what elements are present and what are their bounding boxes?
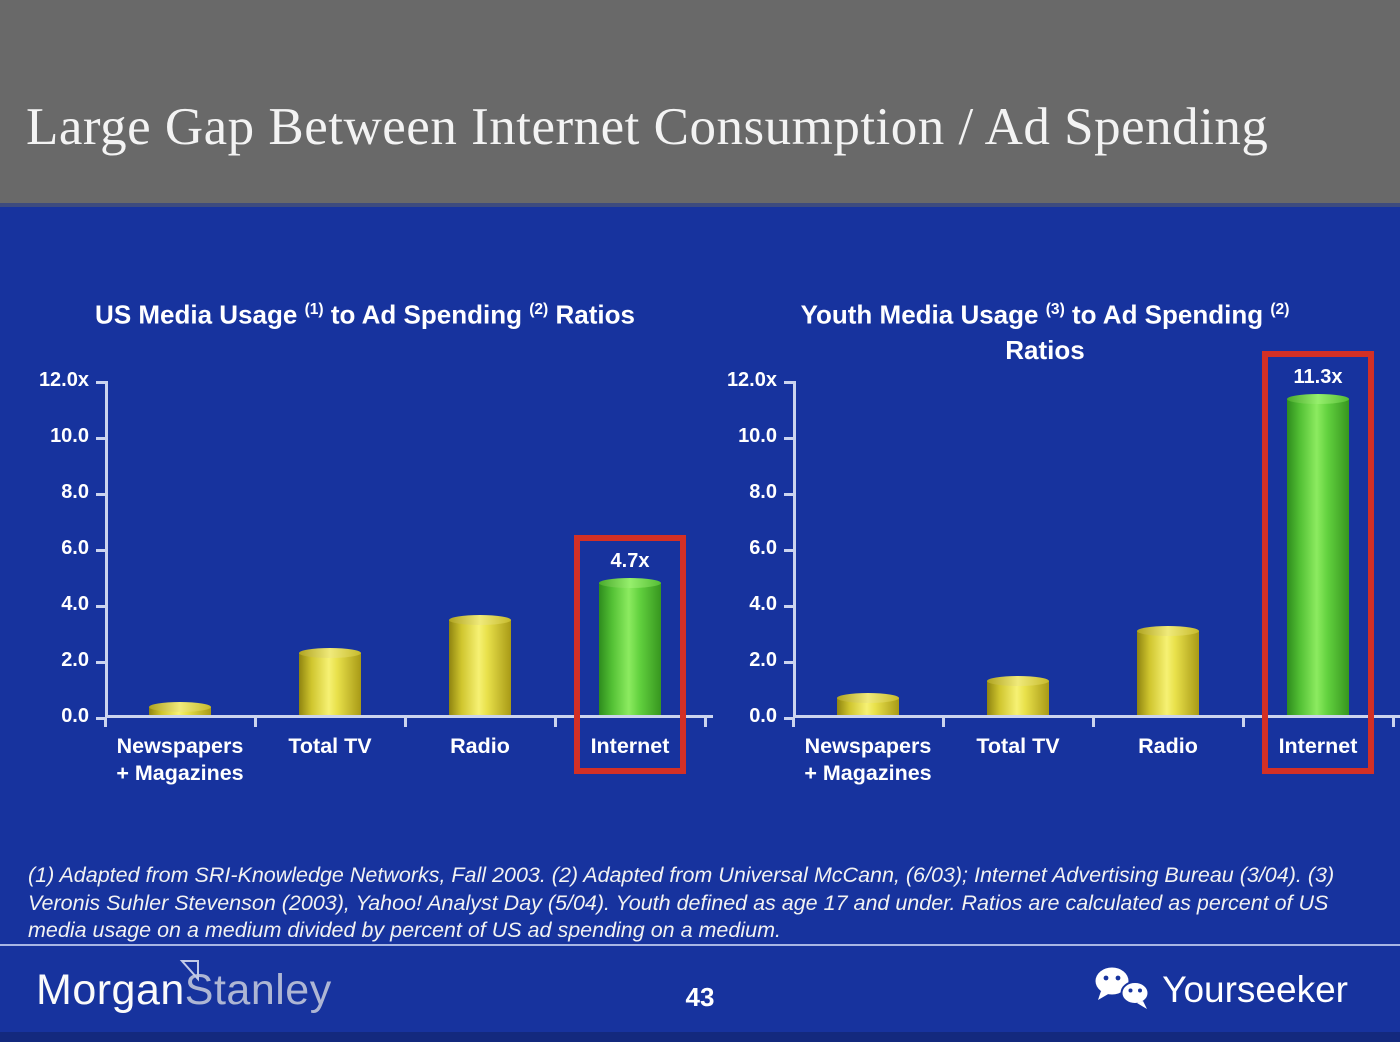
bottom-strip (0, 1032, 1400, 1042)
category-label: Radio (1138, 734, 1198, 758)
partner-label: Yourseeker (1162, 969, 1348, 1010)
x-axis-tick (404, 718, 407, 727)
y-axis-tick (96, 717, 105, 720)
morgan-stanley-logo: MorganStanley (36, 960, 332, 1015)
footnote-text: (1) Adapted from SRI-Knowledge Networks,… (28, 863, 1335, 942)
bar-top-cap (599, 578, 661, 588)
chart-title-us: US Media Usage (1) to Ad Spending (2) Ra… (95, 299, 635, 330)
x-axis-line (793, 715, 1400, 718)
x-axis-tick (104, 718, 107, 727)
x-axis-tick (942, 718, 945, 727)
bar-radio (449, 615, 511, 715)
y-axis-label: 6.0 (61, 537, 89, 559)
y-axis-label: 12.0x (38, 369, 89, 391)
y-axis-label: 2.0 (61, 649, 89, 671)
page-number: 43 (685, 982, 715, 1012)
y-axis-label: 4.0 (61, 593, 89, 615)
y-axis-tick (784, 605, 793, 608)
brand-secondary: Stanley (184, 966, 332, 1014)
x-axis-tick (1092, 718, 1095, 727)
x-axis-tick (254, 718, 257, 727)
bar-internet (599, 578, 661, 715)
bar-value-label: 11.3x (1293, 366, 1343, 388)
category-label: Newspapers + Magazines (804, 734, 932, 785)
y-axis-tick (96, 661, 105, 664)
chart-plot-us: 12.0x 10.0 8.0 6.0 4.0 2.0 0.0 Newspapers + Mag… (39, 369, 713, 785)
bar-total-tv (987, 676, 1049, 715)
y-axis-tick (96, 549, 105, 552)
x-axis-tick (1392, 718, 1395, 727)
bar-newspapers (149, 702, 211, 715)
x-axis-tick (554, 718, 557, 727)
y-axis-tick (784, 549, 793, 552)
bar-top-cap (987, 676, 1049, 686)
bar-radio (1137, 626, 1199, 715)
flag-triangle-icon (179, 960, 199, 982)
category-label: Total TV (976, 734, 1060, 758)
bar-top-cap (149, 702, 211, 712)
bar-top-cap (449, 615, 511, 625)
y-axis-tick (96, 381, 105, 384)
y-axis-label: 12.0x (726, 369, 777, 391)
chart-plot-youth: 12.0x 10.0 8.0 6.0 4.0 2.0 0.0 Newspapers + Mag… (727, 351, 1400, 785)
x-axis-tick (704, 718, 707, 727)
x-axis-line (105, 715, 713, 718)
y-axis-line (793, 381, 796, 718)
y-axis-label: 8.0 (61, 481, 89, 503)
y-axis-tick (784, 661, 793, 664)
y-axis-label: 0.0 (749, 705, 777, 727)
x-axis-tick (1242, 718, 1245, 727)
y-axis-tick (96, 493, 105, 496)
bar-top-cap (1137, 626, 1199, 636)
category-label: Internet (590, 734, 670, 758)
bar-top-cap (837, 693, 899, 703)
y-axis-tick (784, 381, 793, 384)
highlight-box (1262, 351, 1374, 774)
category-label: Newspapers + Magazines (116, 734, 244, 785)
chart-title-youth: Youth Media Usage (3) to Ad Spending (2)… (800, 299, 1290, 365)
bar-total-tv (299, 648, 361, 715)
category-label: Internet (1278, 734, 1358, 758)
bar-internet (1287, 394, 1349, 715)
y-axis-label: 8.0 (749, 481, 777, 503)
category-label: Radio (450, 734, 510, 758)
slide-title: Large Gap Between Internet Consumption /… (26, 98, 1269, 156)
header-divider (0, 203, 1400, 207)
y-axis-line (105, 381, 108, 718)
y-axis-tick (96, 605, 105, 608)
y-axis-label: 2.0 (749, 649, 777, 671)
category-label: Total TV (288, 734, 372, 758)
y-axis-tick (784, 717, 793, 720)
y-axis-label: 10.0 (738, 425, 777, 447)
brand-primary: Morgan (36, 966, 185, 1014)
bar-value-label: 4.7x (610, 550, 650, 572)
y-axis-tick (784, 493, 793, 496)
bar-top-cap (1287, 394, 1349, 404)
y-axis-label: 6.0 (749, 537, 777, 559)
x-axis-tick (792, 718, 795, 727)
y-axis-tick (96, 437, 105, 440)
y-axis-tick (784, 437, 793, 440)
y-axis-label: 0.0 (61, 705, 89, 727)
footer-divider (0, 944, 1400, 946)
bar-top-cap (299, 648, 361, 658)
partner-brand: Yourseeker (1094, 966, 1348, 1014)
y-axis-label: 4.0 (749, 593, 777, 615)
wechat-icon (1095, 967, 1150, 1009)
bar-newspapers (837, 693, 899, 715)
slide-header: Large Gap Between Internet Consumption /… (0, 0, 1400, 203)
y-axis-label: 10.0 (50, 425, 89, 447)
highlight-box (574, 535, 686, 774)
